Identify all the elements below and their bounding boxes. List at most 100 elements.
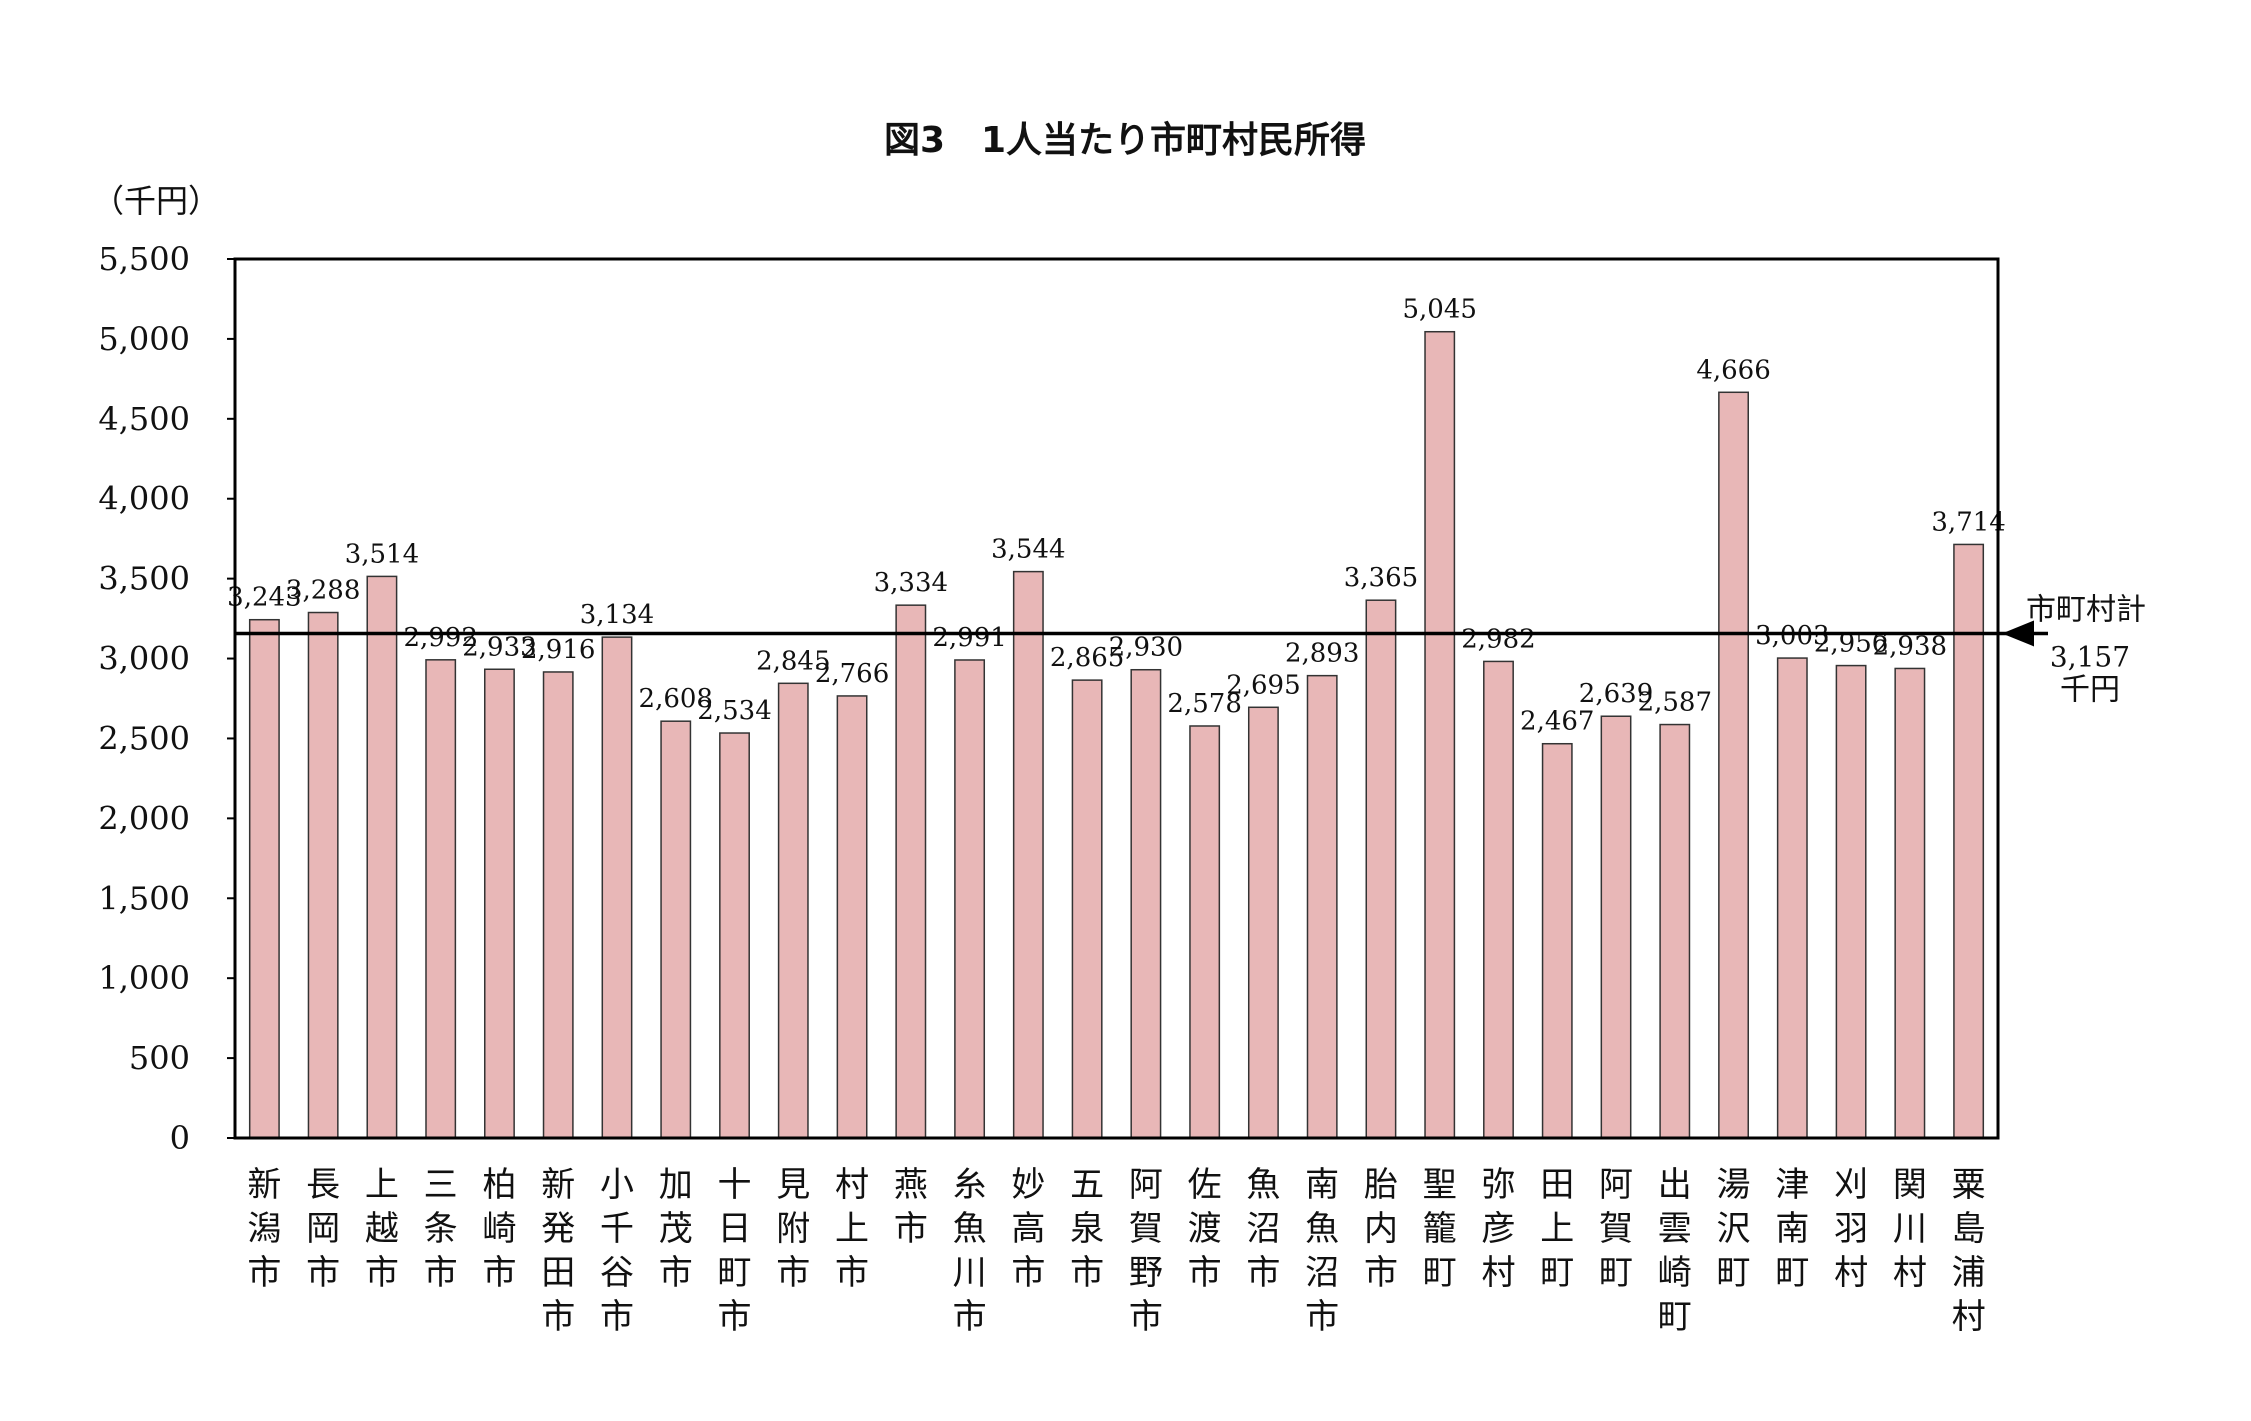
x-tick-label: 村上市: [835, 1165, 869, 1293]
bar: [1306, 674, 1338, 1139]
bar-value-label: 3,544: [991, 535, 1065, 565]
x-tick-label: 長岡市: [306, 1165, 340, 1293]
x-tick-label: 粟島浦村: [1952, 1165, 1986, 1337]
x-tick-label: 阿賀町: [1599, 1165, 1633, 1293]
bar-value-label: 2,608: [639, 684, 713, 714]
reference-label-unit: 千円: [2060, 672, 2120, 707]
bar: [1189, 725, 1221, 1139]
bar: [1894, 667, 1926, 1139]
x-tick-label: 小千谷市: [600, 1165, 634, 1337]
bar: [1247, 706, 1279, 1139]
x-tick-label: 五泉市: [1070, 1165, 1104, 1293]
bar: [777, 682, 809, 1139]
bar-value-label: 3,714: [1931, 507, 2005, 537]
bar-value-label: 2,991: [932, 623, 1006, 653]
bar: [1424, 330, 1456, 1139]
x-tick-label: 関川村: [1893, 1165, 1927, 1293]
bar: [895, 604, 927, 1139]
y-tick-label: 5,500: [98, 240, 190, 278]
bar: [1835, 664, 1867, 1139]
bar-value-label: 2,639: [1579, 679, 1653, 709]
bar: [660, 720, 692, 1139]
y-axis-unit: （千円）: [92, 182, 220, 220]
x-axis-labels: 新潟市長岡市上越市三条市柏崎市新発田市小千谷市加茂市十日町市見附市村上市燕市糸魚…: [247, 1165, 1985, 1337]
bar-value-label: 4,666: [1696, 355, 1770, 385]
bar-value-label: 2,930: [1109, 633, 1183, 663]
y-tick-label: 3,000: [98, 640, 190, 678]
y-tick-label: 2,500: [98, 719, 190, 757]
x-tick-label: 妙高市: [1011, 1165, 1045, 1293]
bar: [1012, 570, 1044, 1139]
x-tick-label: 見附市: [776, 1165, 810, 1293]
bar: [542, 671, 574, 1139]
reference-label-name: 市町村計: [2026, 592, 2146, 627]
y-tick-label: 4,000: [98, 480, 190, 518]
bar-value-label: 3,334: [874, 568, 948, 598]
bar-value-label: 3,514: [345, 539, 419, 569]
bar: [1483, 660, 1514, 1139]
x-tick-label: 出雲崎町: [1658, 1165, 1692, 1337]
bar-value-label: 2,467: [1520, 707, 1594, 737]
x-tick-label: 阿賀野市: [1129, 1165, 1163, 1337]
bar: [1718, 391, 1749, 1139]
bar-value-label: 3,003: [1755, 621, 1829, 651]
bar-value-label: 2,938: [1873, 631, 1947, 661]
x-tick-label: 弥彦村: [1481, 1165, 1515, 1293]
bar: [1659, 723, 1691, 1139]
bar-value-label: 2,695: [1226, 670, 1300, 700]
chart-title: 図3 1人当たり市町村民所得: [884, 120, 1366, 161]
bar: [836, 695, 868, 1139]
bar: [1541, 742, 1573, 1139]
reference-arrow-icon: [2002, 620, 2034, 647]
x-tick-label: 糸魚川市: [953, 1165, 987, 1337]
x-tick-label: 三条市: [424, 1165, 458, 1293]
bar: [1130, 668, 1162, 1139]
bar-value-label: 5,045: [1402, 295, 1476, 325]
bar-value-label: 2,865: [1050, 643, 1124, 673]
bar: [366, 575, 398, 1139]
x-tick-label: 燕市: [894, 1165, 928, 1249]
bar-value-label: 3,243: [227, 583, 301, 613]
x-tick-label: 田上町: [1540, 1165, 1574, 1293]
bar-value-label: 2,845: [756, 646, 830, 676]
y-tick-label: 500: [129, 1039, 190, 1077]
bar: [1365, 599, 1397, 1139]
bar-value-label: 2,982: [1461, 624, 1535, 654]
bar-value-label: 2,992: [403, 623, 477, 653]
y-tick-label: 1,000: [98, 959, 190, 997]
bar-value-label: 3,134: [580, 600, 654, 630]
y-tick-label: 0: [170, 1119, 190, 1157]
x-tick-label: 聖籠町: [1423, 1165, 1457, 1293]
y-tick-label: 5,000: [98, 320, 190, 358]
y-axis-ticks: 0 500 1,000 1,500 2,000 2,500 3,000 3,500 4,000 4…: [98, 240, 235, 1157]
bar: [307, 611, 339, 1139]
x-tick-label: 津南町: [1775, 1165, 1809, 1293]
bar-value-label: 2,916: [521, 635, 595, 665]
x-tick-label: 柏崎市: [482, 1165, 516, 1293]
y-tick-label: 4,500: [98, 400, 190, 438]
bar: [719, 732, 750, 1139]
bar: [1953, 543, 1985, 1139]
x-tick-label: 湯沢町: [1717, 1165, 1751, 1293]
bar: [484, 668, 515, 1139]
bar: [1600, 715, 1632, 1139]
bar-value-label: 3,288: [286, 576, 360, 606]
bar-value-label: 2,587: [1638, 688, 1712, 718]
x-tick-label: 刈羽村: [1834, 1165, 1868, 1293]
x-tick-label: 上越市: [365, 1165, 399, 1293]
bar: [601, 636, 633, 1139]
plot-area-frame: [233, 257, 2000, 1140]
y-tick-label: 3,500: [98, 560, 190, 598]
x-tick-label: 魚沼市: [1246, 1165, 1280, 1293]
bar: [1776, 657, 1808, 1139]
x-tick-label: 加茂市: [659, 1165, 693, 1293]
x-tick-label: 新潟市: [247, 1165, 281, 1293]
bar-value-label: 2,534: [697, 696, 771, 726]
bar-value-label: 2,578: [1167, 689, 1241, 719]
y-tick-label: 2,000: [98, 799, 190, 837]
bar: [954, 659, 986, 1139]
